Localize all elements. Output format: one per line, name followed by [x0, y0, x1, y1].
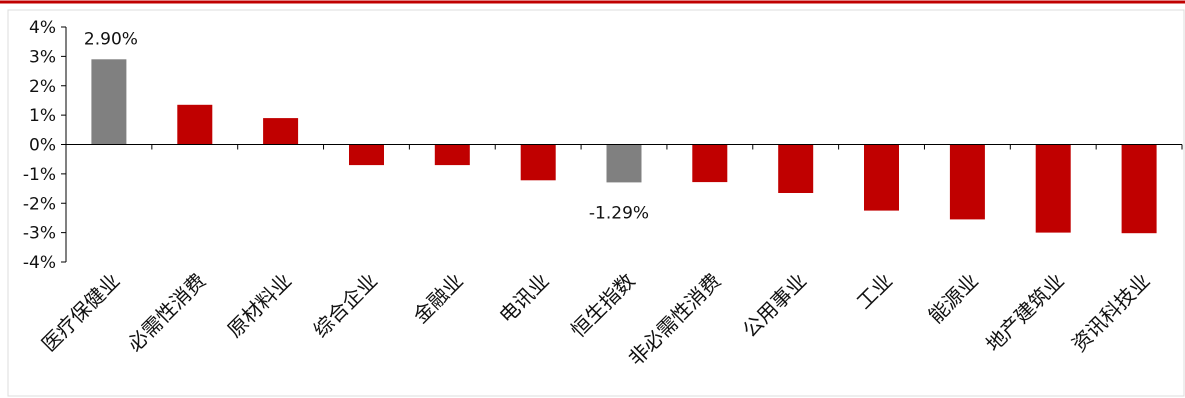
x-tick-label-cat-2: 原材料业	[223, 269, 297, 343]
data-label-cat-0: 2.90%	[84, 29, 138, 49]
bar-cat-9	[864, 144, 899, 211]
bar-cat-6	[606, 144, 642, 183]
bar-cat-12	[1121, 144, 1157, 234]
y-tick-label: -3%	[23, 224, 56, 244]
x-tick-label-cat-5: 电讯业	[494, 269, 553, 328]
bar-cat-3	[349, 144, 384, 166]
x-tick-label-cat-0: 医疗保健业	[37, 269, 125, 357]
x-tick-label-cat-3: 综合企业	[308, 269, 382, 343]
x-tick-label-cat-10: 能源业	[924, 269, 983, 328]
data-label-cat-6: -1.29%	[589, 203, 649, 223]
x-tick-label-cat-1: 必需性消费	[123, 269, 211, 357]
y-tick-label: -4%	[23, 253, 56, 273]
bars-layer	[91, 59, 1157, 234]
bar-cat-11	[1035, 144, 1071, 233]
x-tick-label-cat-12: 资讯科技业	[1067, 269, 1155, 357]
x-tick-label-cat-7: 非必需性消费	[624, 269, 726, 371]
axis-layer: 4% 3% 2% 1% 0% -1% -2% -3% -4%	[23, 18, 1183, 273]
y-tick-label: 2%	[29, 77, 56, 97]
bar-cat-0	[91, 59, 127, 145]
x-tick-label-cat-4: 金融业	[408, 269, 467, 328]
x-tick-label-cat-6: 恒生指数	[566, 269, 640, 343]
bar-cat-7	[692, 144, 728, 183]
y-tick-label: -1%	[23, 165, 56, 185]
chart-frame	[7, 9, 1185, 397]
y-tick-label: 4%	[29, 18, 56, 38]
x-tick-label-cat-11: 地产建筑业	[981, 269, 1069, 357]
y-tick-label: 0%	[29, 136, 56, 156]
y-tick-label: 1%	[29, 106, 56, 126]
bar-cat-5	[520, 144, 556, 181]
x-tick-label-cat-8: 公用事业	[738, 269, 812, 343]
bar-cat-1	[177, 104, 213, 145]
y-tick-label: -2%	[23, 194, 56, 214]
bar-cat-4	[434, 144, 470, 166]
bar-cat-8	[778, 144, 814, 193]
bar-cat-2	[263, 118, 299, 145]
x-tick-label-cat-9: 工业	[852, 269, 897, 314]
bar-cat-10	[949, 144, 985, 220]
y-tick-label: 3%	[29, 47, 56, 67]
